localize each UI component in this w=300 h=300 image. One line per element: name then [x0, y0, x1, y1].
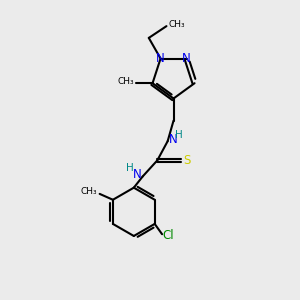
- Text: N: N: [182, 52, 191, 65]
- Text: N: N: [133, 168, 142, 181]
- Text: H: H: [126, 163, 134, 173]
- Text: CH₃: CH₃: [81, 187, 97, 196]
- Text: S: S: [183, 154, 190, 167]
- Text: N: N: [169, 133, 177, 146]
- Text: CH₃: CH₃: [169, 20, 185, 28]
- Text: CH₃: CH₃: [118, 77, 134, 86]
- Text: H: H: [175, 130, 183, 140]
- Text: N: N: [156, 52, 165, 65]
- Text: Cl: Cl: [163, 229, 174, 242]
